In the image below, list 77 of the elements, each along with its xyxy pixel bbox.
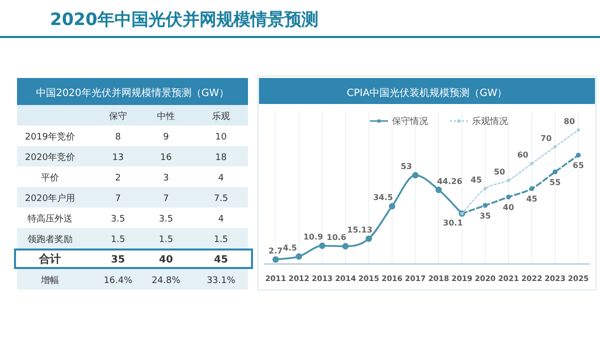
category-label: 增幅 xyxy=(41,276,59,286)
text: 40 xyxy=(159,254,173,266)
text: 7 xyxy=(115,194,121,204)
data-label: 55 xyxy=(550,178,562,187)
data-label: 80 xyxy=(564,117,576,126)
text: 16 xyxy=(160,153,172,163)
point xyxy=(482,202,488,208)
point xyxy=(412,172,419,178)
text: 35 xyxy=(111,254,125,266)
text: 9 xyxy=(163,132,169,142)
point xyxy=(576,128,580,132)
data-label: 34.5 xyxy=(373,193,394,202)
text: 7 xyxy=(163,194,169,204)
data-label: 45 xyxy=(526,194,538,204)
category-label: 保守 xyxy=(109,111,127,122)
text: 16.4% xyxy=(104,276,132,286)
data-label: 50 xyxy=(494,167,506,176)
category-label: 2020年竞价 xyxy=(25,153,75,163)
data-label: 45 xyxy=(470,176,482,185)
point xyxy=(529,186,534,192)
category-label: 乐观 xyxy=(212,111,230,122)
point xyxy=(319,242,326,249)
point xyxy=(342,243,349,250)
text: 1.5 xyxy=(158,235,174,245)
text: 1.5 xyxy=(110,235,126,245)
category-label: 合计 xyxy=(39,252,61,266)
point xyxy=(484,187,487,190)
point xyxy=(272,256,279,263)
legend-label: 保守情况 xyxy=(392,116,428,127)
point xyxy=(506,178,510,182)
point xyxy=(435,186,442,194)
category-label: 平价 xyxy=(41,174,59,184)
category-label: 2020年户用 xyxy=(25,194,75,204)
text: 2 xyxy=(115,174,121,184)
chart-title: CPIA中国光伏装机规模预测（GW） xyxy=(346,87,508,99)
point xyxy=(553,145,557,148)
text: 2020年中国光伏并网规模情景预测 xyxy=(50,10,318,30)
text: 中国2020年光伏并网规模情景预测（GW） xyxy=(36,87,230,99)
data-label: 35 xyxy=(480,211,492,220)
data-label: 15.13 xyxy=(347,226,372,235)
data-label: 44.26 xyxy=(436,176,463,186)
category-label: 2019年竞价 xyxy=(25,132,75,142)
data-label: 60 xyxy=(517,150,529,160)
data-label: 10.6 xyxy=(326,233,347,242)
point xyxy=(576,152,581,158)
category-label: 领跑者奖励 xyxy=(28,235,72,245)
legend-label: 乐观情况 xyxy=(472,116,508,127)
data-label: 4.5 xyxy=(282,243,298,252)
text: 4 xyxy=(218,214,224,224)
point xyxy=(366,235,372,242)
point xyxy=(296,253,302,260)
text: 3.5 xyxy=(110,214,126,224)
text: 4 xyxy=(218,174,224,184)
text: 45 xyxy=(214,254,228,266)
point xyxy=(552,169,558,174)
data-label: 70 xyxy=(540,134,552,143)
data-label: 30.1 xyxy=(443,218,464,228)
text: 1.5 xyxy=(214,235,228,245)
category-label: 特高压外送 xyxy=(28,214,72,224)
text: 3.5 xyxy=(158,214,174,224)
text: 24.8% xyxy=(152,276,180,286)
text: 18 xyxy=(215,153,227,163)
point xyxy=(388,203,396,210)
point xyxy=(530,162,534,166)
text: 8 xyxy=(115,132,121,142)
text: 10 xyxy=(215,132,227,142)
text: 7.5 xyxy=(214,194,228,204)
category-label: 中性 xyxy=(157,111,175,122)
text: 33.1% xyxy=(206,276,236,286)
data-label: 65 xyxy=(572,161,584,170)
data-label: 10.9 xyxy=(303,232,324,242)
data-label: 40 xyxy=(502,203,514,212)
data-label: 2.7 xyxy=(268,246,283,256)
point xyxy=(506,194,511,200)
text: 13 xyxy=(112,153,124,163)
text: 3 xyxy=(163,174,169,184)
data-label: 53 xyxy=(400,162,412,172)
